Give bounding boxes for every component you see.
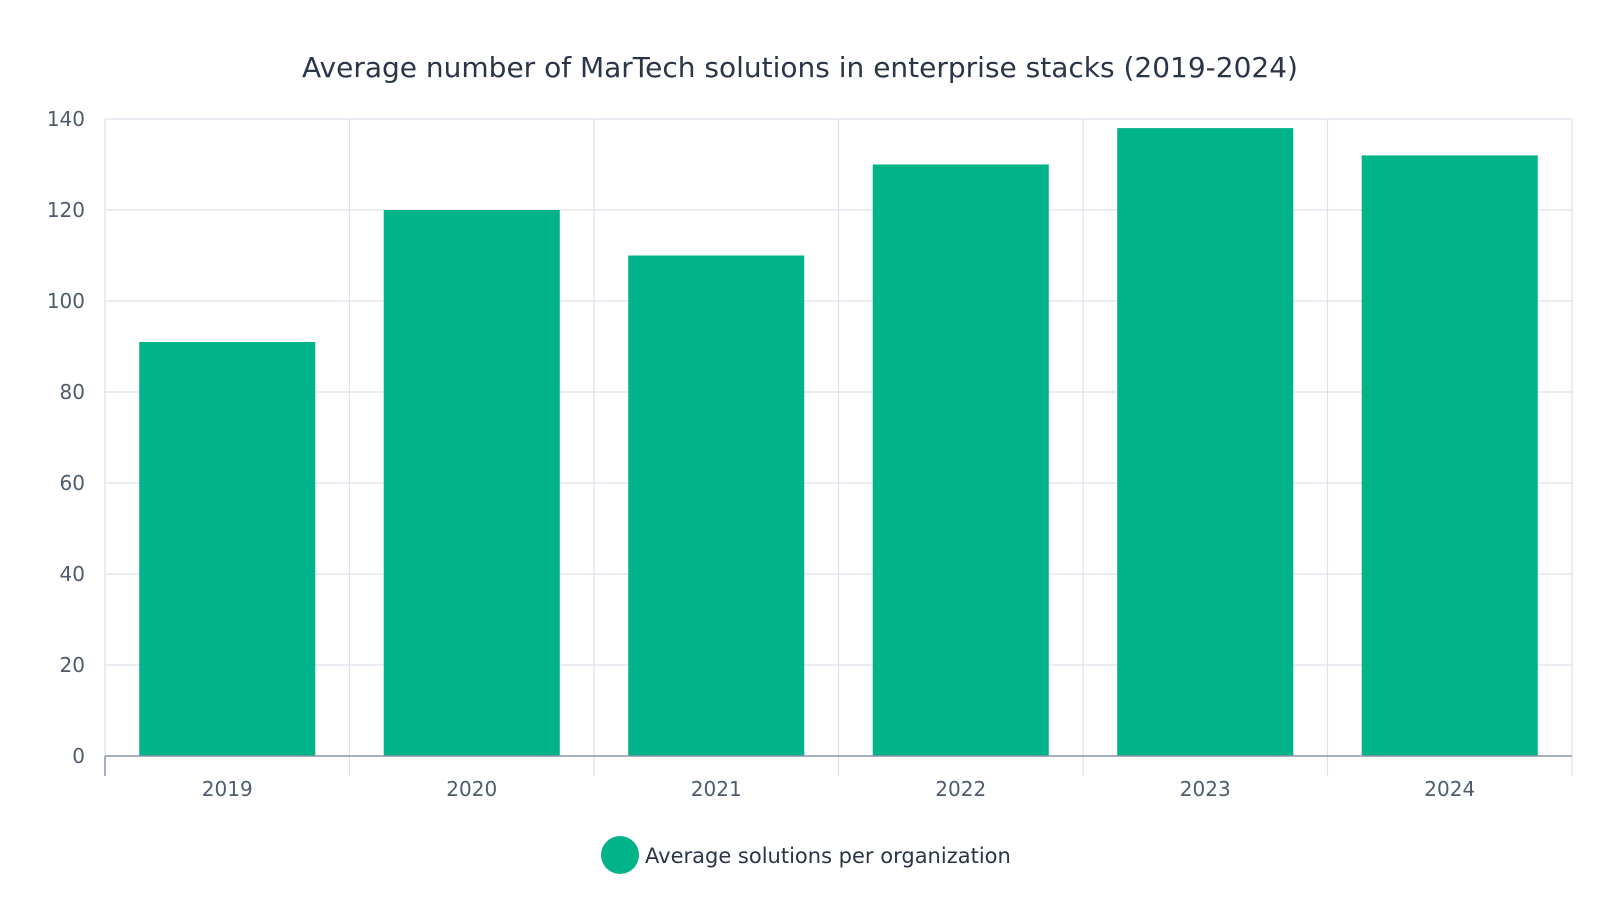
x-tick-label: 2024 — [1424, 777, 1475, 801]
bar — [1361, 155, 1538, 756]
bar — [383, 210, 560, 756]
y-tick-label: 140 — [47, 107, 85, 131]
x-tick-label: 2021 — [691, 777, 742, 801]
x-tick-label: 2020 — [446, 777, 497, 801]
bar-series — [139, 128, 1538, 757]
bar — [1117, 128, 1294, 757]
y-tick-label: 120 — [47, 198, 85, 222]
grid-lines — [104, 118, 1573, 776]
y-tick-label: 80 — [60, 380, 85, 404]
bar — [628, 255, 805, 756]
y-axis-ticks: 0 20 40 60 80 100 120 140 — [47, 107, 85, 768]
bar — [139, 341, 316, 756]
legend: Average solutions per organization — [601, 836, 1011, 874]
x-tick-label: 2019 — [202, 777, 253, 801]
legend-swatch — [601, 836, 639, 874]
x-axis-ticks: 2019 2020 2021 2022 2023 2024 — [202, 777, 1475, 801]
y-tick-label: 40 — [60, 562, 85, 586]
x-tick-label: 2022 — [935, 777, 986, 801]
legend-label: Average solutions per organization — [645, 844, 1011, 868]
y-tick-label: 100 — [47, 289, 85, 313]
y-tick-label: 20 — [60, 653, 85, 677]
y-tick-label: 60 — [60, 471, 85, 495]
y-tick-label: 0 — [72, 744, 85, 768]
chart-title: Average number of MarTech solutions in e… — [302, 51, 1298, 84]
x-tick-label: 2023 — [1180, 777, 1231, 801]
bar — [872, 164, 1049, 756]
axes — [104, 755, 1572, 776]
